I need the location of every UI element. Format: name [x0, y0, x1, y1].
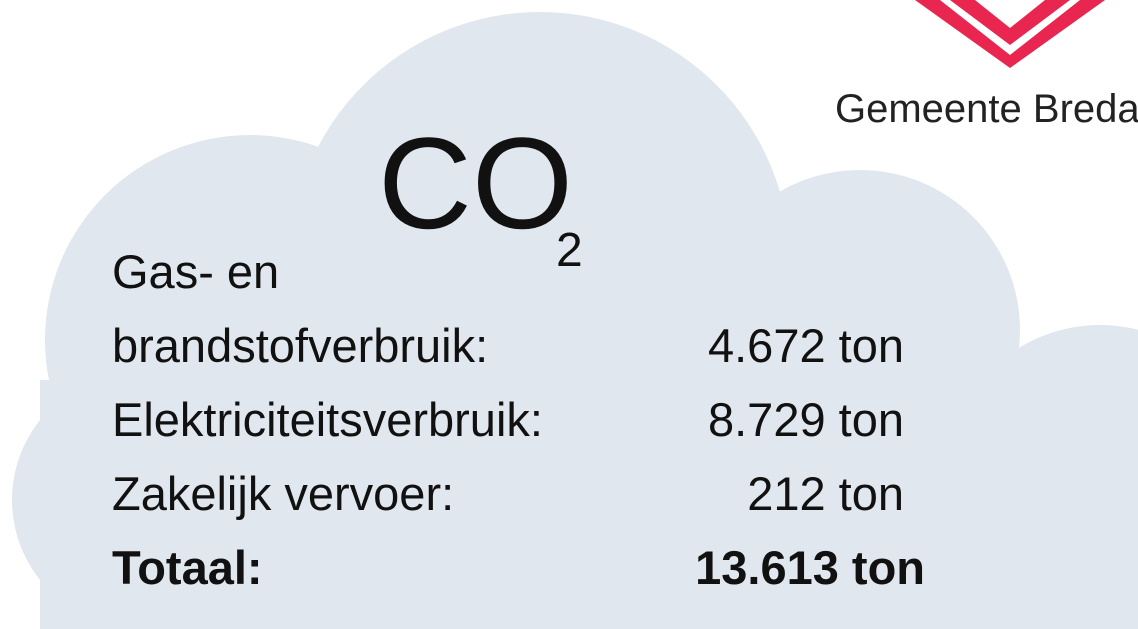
title: CO — [378, 110, 573, 256]
row-label: Gas- en — [112, 245, 279, 298]
row-value: 212 ton — [747, 467, 904, 520]
row-label: Elektriciteitsverbruik: — [112, 393, 543, 446]
row-label: Totaal: — [112, 541, 263, 594]
logo-text: Gemeente Breda — [835, 87, 1138, 131]
row-value: 13.613 ton — [695, 541, 925, 594]
cloud — [12, 12, 1138, 629]
title-subscript: 2 — [556, 224, 583, 277]
row-value: 8.729 ton — [708, 393, 904, 446]
row-value: 4.672 ton — [708, 319, 904, 372]
row-label: brandstofverbruik: — [112, 319, 488, 372]
row-label: Zakelijk vervoer: — [112, 467, 454, 520]
logo-mark — [915, 0, 1105, 68]
rows: Gas- en brandstofverbruik: 4.672 ton Elektr… — [112, 245, 925, 594]
